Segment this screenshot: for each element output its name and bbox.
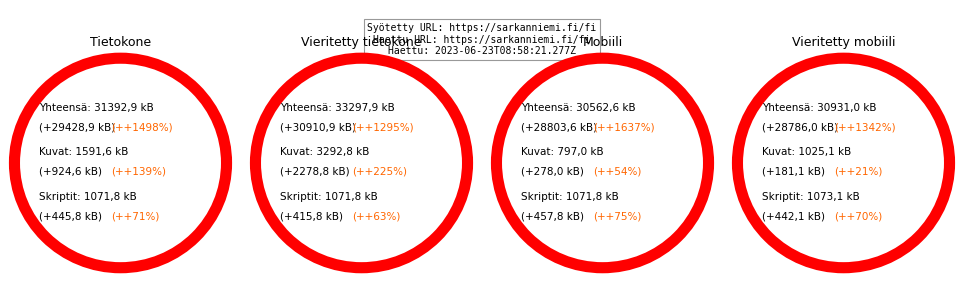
Text: (++63%): (++63%) <box>352 212 400 221</box>
Text: (+28786,0 kB): (+28786,0 kB) <box>762 123 841 132</box>
Text: (++54%): (++54%) <box>593 167 641 177</box>
Text: Kuvat: 1591,6 kB: Kuvat: 1591,6 kB <box>39 147 128 157</box>
Text: (+445,8 kB): (+445,8 kB) <box>39 212 105 221</box>
Text: (++1295%): (++1295%) <box>352 123 414 132</box>
Text: (++1498%): (++1498%) <box>111 123 173 132</box>
Text: (+181,1 kB): (+181,1 kB) <box>762 167 828 177</box>
Text: (+28803,6 kB): (+28803,6 kB) <box>521 123 600 132</box>
Text: Vieritetty tietokone: Vieritetty tietokone <box>301 36 422 49</box>
Text: Mobiili: Mobiili <box>582 36 623 49</box>
Text: (+442,1 kB): (+442,1 kB) <box>762 212 828 221</box>
Text: Kuvat: 1025,1 kB: Kuvat: 1025,1 kB <box>762 147 851 157</box>
Text: (+457,8 kB): (+457,8 kB) <box>521 212 587 221</box>
Text: (+415,8 kB): (+415,8 kB) <box>280 212 346 221</box>
Text: (+30910,9 kB): (+30910,9 kB) <box>280 123 359 132</box>
Text: Skriptit: 1073,1 kB: Skriptit: 1073,1 kB <box>762 192 859 202</box>
Text: Yhteensä: 30931,0 kB: Yhteensä: 30931,0 kB <box>762 103 876 113</box>
Text: Skriptit: 1071,8 kB: Skriptit: 1071,8 kB <box>280 192 377 202</box>
Text: Syötetty URL: https://sarkanniemi.fi/fi
Haettu URL: https://sarkanniemi.fi/fi
Ha: Syötetty URL: https://sarkanniemi.fi/fi … <box>367 23 597 56</box>
Text: (++225%): (++225%) <box>352 167 407 177</box>
Text: Skriptit: 1071,8 kB: Skriptit: 1071,8 kB <box>521 192 618 202</box>
Text: (+278,0 kB): (+278,0 kB) <box>521 167 587 177</box>
Text: (++75%): (++75%) <box>593 212 641 221</box>
Text: (++71%): (++71%) <box>111 212 159 221</box>
Text: Vieritetty mobiili: Vieritetty mobiili <box>791 36 896 49</box>
Text: Yhteensä: 31392,9 kB: Yhteensä: 31392,9 kB <box>39 103 153 113</box>
Text: (++139%): (++139%) <box>111 167 166 177</box>
Text: Yhteensä: 33297,9 kB: Yhteensä: 33297,9 kB <box>280 103 394 113</box>
Text: Tietokone: Tietokone <box>90 36 151 49</box>
Text: Kuvat: 797,0 kB: Kuvat: 797,0 kB <box>521 147 603 157</box>
Text: (++70%): (++70%) <box>834 212 882 221</box>
Text: Kuvat: 3292,8 kB: Kuvat: 3292,8 kB <box>280 147 369 157</box>
Text: Skriptit: 1071,8 kB: Skriptit: 1071,8 kB <box>39 192 136 202</box>
Text: (+2278,8 kB): (+2278,8 kB) <box>280 167 353 177</box>
Text: (++1637%): (++1637%) <box>593 123 655 132</box>
Text: (+924,6 kB): (+924,6 kB) <box>39 167 105 177</box>
Text: (++1342%): (++1342%) <box>834 123 896 132</box>
Text: Yhteensä: 30562,6 kB: Yhteensä: 30562,6 kB <box>521 103 635 113</box>
Text: (++21%): (++21%) <box>834 167 882 177</box>
Text: (+29428,9 kB): (+29428,9 kB) <box>39 123 118 132</box>
